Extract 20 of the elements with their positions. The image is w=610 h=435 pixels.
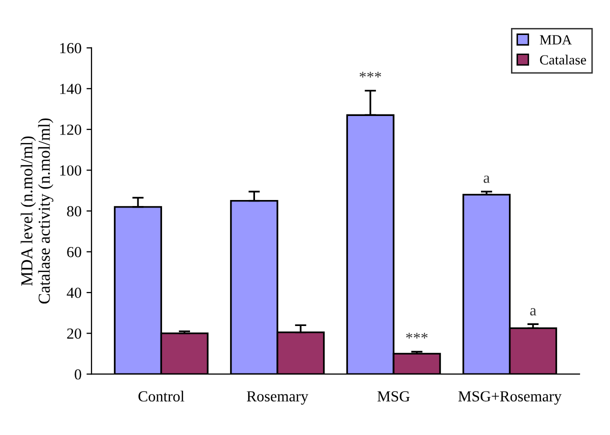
y-tick-label: 80 (67, 206, 82, 216)
annotation: *** (406, 332, 428, 338)
y-tick-label: 20 (67, 328, 82, 339)
x-tick-label: MSG+Rosemary (458, 391, 562, 405)
x-tick-label: MSG (377, 391, 410, 402)
x-tick-label: Rosemary (246, 391, 308, 405)
legend-label: MDA (540, 35, 572, 44)
y-tick-label: 100 (60, 165, 82, 176)
y-tick-label: 60 (67, 246, 82, 258)
legend-label: Catalase (540, 54, 586, 65)
y-tick-label: 120 (60, 124, 82, 135)
annotation: a (484, 176, 490, 183)
y-tick-label: 40 (66, 288, 82, 298)
y-tick-label: 0 (74, 369, 82, 380)
annotation: *** (360, 72, 382, 78)
y-tick-label: 160 (60, 42, 82, 54)
y-tick-label: 140 (60, 84, 82, 94)
y-axis-title: MDA level (n.mol/ml) Catalase activity (n.mol/ml) (20, 118, 54, 304)
x-tick-label: Control (138, 390, 184, 402)
annotation: a (530, 308, 536, 316)
